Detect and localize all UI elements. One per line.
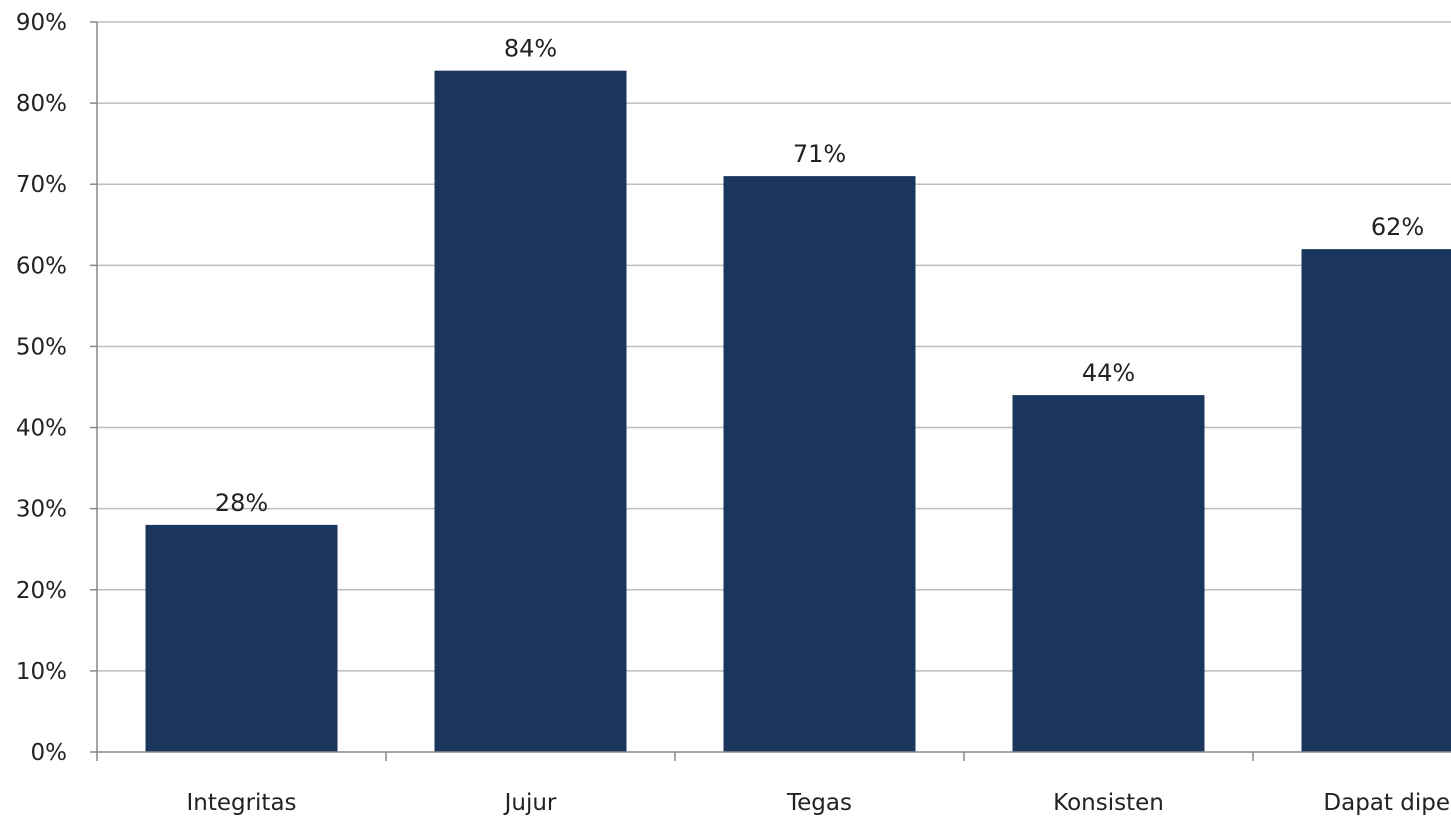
x-tick-label: Jujur (503, 790, 557, 816)
y-tick-label: 40% (16, 416, 67, 442)
y-tick-label: 70% (16, 172, 67, 198)
bar-konsisten (1013, 395, 1205, 752)
bars (146, 71, 1451, 752)
x-tick-label: Konsisten (1053, 790, 1164, 816)
data-label: 62% (1371, 213, 1424, 241)
bar-dapat-diperc (1302, 249, 1451, 752)
data-label: 44% (1082, 359, 1135, 387)
x-tick-label: Tegas (786, 790, 852, 816)
y-tick-label: 0% (31, 740, 68, 766)
bar-jujur (435, 71, 627, 752)
bar-integritas (146, 525, 338, 752)
data-label: 84% (504, 35, 557, 63)
x-tick-labels: Integritas Jujur Tegas Konsisten Dapat diper… (186, 790, 1451, 816)
data-label: 28% (215, 489, 268, 517)
y-tick-label: 60% (16, 253, 67, 279)
y-tick-label: 20% (16, 578, 67, 604)
y-tick-label: 10% (16, 659, 67, 685)
y-tick-labels: 0% 10% 20% 30% 40% 50% 60% 70% 80% 90% (16, 10, 67, 766)
bar-tegas (724, 176, 916, 752)
data-label: 71% (793, 140, 846, 168)
y-tick-label: 50% (16, 334, 67, 360)
x-tick-label: Integritas (186, 790, 296, 816)
y-tick-label: 90% (16, 10, 67, 36)
x-tick-label: Dapat diperc (1323, 790, 1451, 816)
y-tick-label: 30% (16, 497, 67, 523)
y-tick-label: 80% (16, 91, 67, 117)
